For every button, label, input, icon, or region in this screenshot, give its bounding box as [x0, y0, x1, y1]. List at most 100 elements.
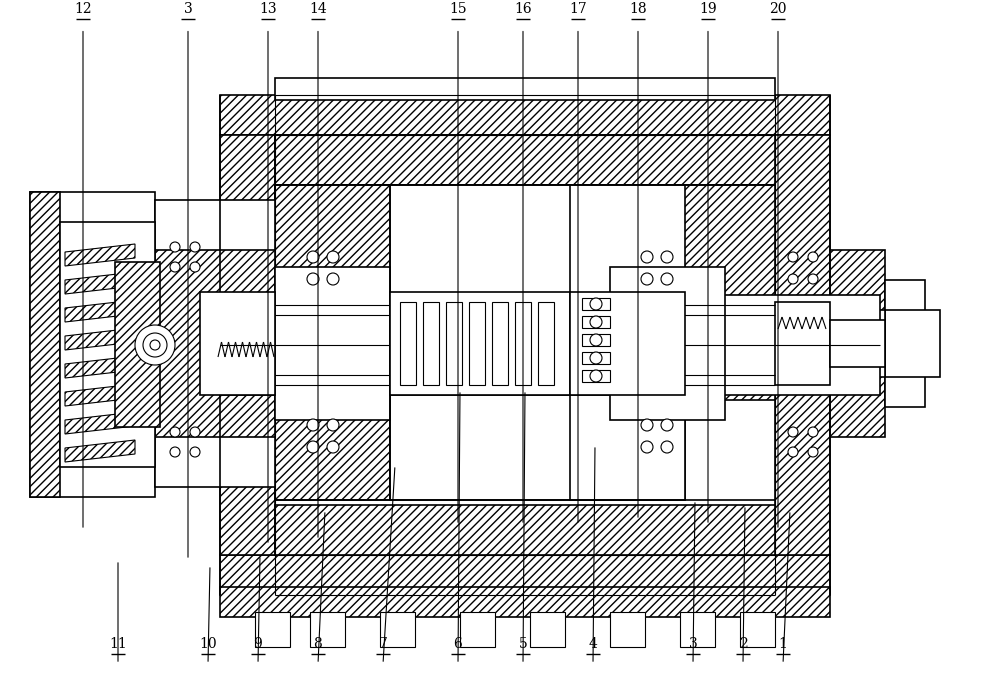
- Bar: [275, 267, 390, 420]
- Circle shape: [661, 441, 673, 453]
- Bar: [610, 267, 725, 420]
- Circle shape: [641, 273, 653, 285]
- Bar: [775, 135, 830, 555]
- Text: 13: 13: [259, 1, 277, 16]
- Bar: [423, 302, 439, 385]
- Bar: [30, 192, 155, 497]
- Text: 10: 10: [199, 637, 217, 651]
- Circle shape: [590, 352, 602, 364]
- Bar: [469, 302, 485, 385]
- Text: 4: 4: [589, 637, 597, 651]
- Circle shape: [788, 252, 798, 262]
- Text: 6: 6: [454, 637, 462, 651]
- Polygon shape: [65, 300, 135, 322]
- Circle shape: [590, 316, 602, 328]
- Bar: [538, 302, 554, 385]
- Text: 18: 18: [629, 1, 647, 16]
- Text: 7: 7: [379, 637, 387, 651]
- Circle shape: [641, 419, 653, 431]
- Bar: [155, 200, 275, 487]
- Circle shape: [170, 447, 180, 457]
- Bar: [582, 352, 610, 364]
- Circle shape: [590, 334, 602, 346]
- Text: 3: 3: [184, 1, 192, 16]
- Circle shape: [307, 419, 319, 431]
- Bar: [200, 292, 275, 395]
- Circle shape: [327, 419, 339, 431]
- Polygon shape: [65, 244, 135, 266]
- Text: 9: 9: [254, 637, 262, 651]
- Bar: [155, 250, 275, 437]
- Circle shape: [808, 427, 818, 437]
- Bar: [492, 302, 508, 385]
- Bar: [255, 612, 290, 647]
- Bar: [220, 295, 880, 395]
- Bar: [515, 302, 531, 385]
- Bar: [446, 302, 462, 385]
- Circle shape: [135, 325, 175, 365]
- Bar: [275, 400, 390, 500]
- Bar: [115, 262, 160, 427]
- Circle shape: [661, 273, 673, 285]
- Polygon shape: [65, 440, 135, 462]
- Text: 1: 1: [779, 637, 787, 651]
- Polygon shape: [65, 272, 135, 294]
- Circle shape: [190, 447, 200, 457]
- Bar: [830, 250, 885, 437]
- Circle shape: [190, 242, 200, 252]
- Circle shape: [307, 251, 319, 263]
- Bar: [220, 95, 830, 135]
- Bar: [775, 302, 830, 385]
- Bar: [390, 292, 570, 395]
- Circle shape: [641, 441, 653, 453]
- Bar: [582, 334, 610, 346]
- Bar: [610, 612, 645, 647]
- Text: 15: 15: [449, 1, 467, 16]
- Circle shape: [170, 242, 180, 252]
- Bar: [680, 612, 715, 647]
- Bar: [582, 298, 610, 310]
- Bar: [582, 370, 610, 382]
- Text: 2: 2: [739, 637, 747, 651]
- Circle shape: [327, 273, 339, 285]
- Bar: [275, 78, 775, 100]
- Bar: [30, 192, 60, 497]
- Circle shape: [641, 251, 653, 263]
- Circle shape: [808, 447, 818, 457]
- Text: 19: 19: [699, 1, 717, 16]
- Circle shape: [808, 274, 818, 284]
- Text: 12: 12: [74, 1, 92, 16]
- Circle shape: [190, 262, 200, 272]
- Bar: [582, 316, 610, 328]
- Bar: [275, 185, 570, 400]
- Bar: [275, 185, 390, 285]
- Circle shape: [590, 370, 602, 382]
- Bar: [570, 400, 685, 500]
- Circle shape: [170, 427, 180, 437]
- Text: 3: 3: [689, 637, 697, 651]
- Polygon shape: [65, 412, 135, 434]
- Circle shape: [788, 427, 798, 437]
- Polygon shape: [65, 384, 135, 406]
- Circle shape: [143, 333, 167, 357]
- Polygon shape: [65, 356, 135, 378]
- Bar: [570, 185, 775, 400]
- Circle shape: [170, 262, 180, 272]
- Circle shape: [788, 447, 798, 457]
- Bar: [220, 555, 830, 595]
- Bar: [275, 505, 775, 555]
- Circle shape: [150, 340, 160, 350]
- Circle shape: [307, 441, 319, 453]
- Bar: [380, 612, 415, 647]
- Bar: [390, 185, 685, 500]
- Bar: [740, 612, 775, 647]
- Text: 8: 8: [314, 637, 322, 651]
- Circle shape: [661, 419, 673, 431]
- Bar: [830, 310, 885, 377]
- Circle shape: [190, 427, 200, 437]
- Bar: [830, 320, 885, 367]
- Bar: [530, 612, 565, 647]
- Bar: [60, 222, 155, 467]
- Circle shape: [307, 273, 319, 285]
- Bar: [275, 135, 775, 185]
